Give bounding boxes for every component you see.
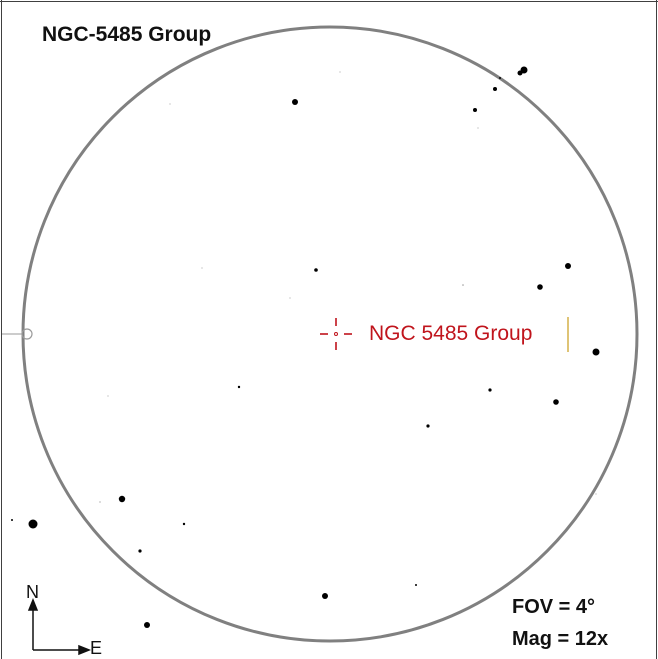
east-arrow-head	[78, 644, 92, 656]
star	[322, 593, 328, 599]
star	[99, 501, 101, 503]
star	[477, 127, 479, 129]
star	[488, 388, 492, 392]
star	[592, 348, 600, 356]
star	[237, 385, 241, 389]
magnification-label: Mag = 12x	[512, 628, 609, 650]
star	[138, 549, 142, 553]
star	[537, 284, 543, 290]
fov-circle	[21, 25, 639, 643]
star	[499, 77, 501, 79]
star	[289, 297, 291, 299]
star	[28, 519, 38, 529]
star	[493, 87, 497, 91]
chart-title: NGC-5485 Group	[38, 23, 216, 47]
star	[201, 267, 203, 269]
star	[553, 399, 559, 405]
compass-east-label: E	[90, 638, 103, 658]
star	[339, 71, 341, 73]
target-reticle	[320, 318, 352, 350]
star	[462, 284, 464, 286]
star	[169, 103, 171, 105]
star	[565, 263, 571, 269]
fov-label: FOV = 4°	[512, 596, 596, 618]
star	[107, 395, 109, 397]
star	[520, 66, 528, 74]
star	[11, 519, 13, 521]
star	[118, 495, 126, 503]
compass-arrows	[27, 597, 92, 656]
edge-marker	[21, 328, 33, 340]
star	[415, 584, 417, 586]
star	[182, 522, 186, 526]
star	[595, 493, 597, 495]
star	[144, 622, 150, 628]
target-label: NGC 5485 Group	[369, 322, 533, 345]
star-field	[11, 66, 600, 628]
star	[292, 99, 298, 105]
star	[426, 424, 430, 428]
north-arrow-head	[27, 597, 39, 611]
reticle-center	[334, 332, 338, 336]
compass-north-label: N	[26, 582, 39, 602]
star	[517, 70, 523, 76]
star	[314, 268, 318, 272]
star	[473, 108, 477, 112]
